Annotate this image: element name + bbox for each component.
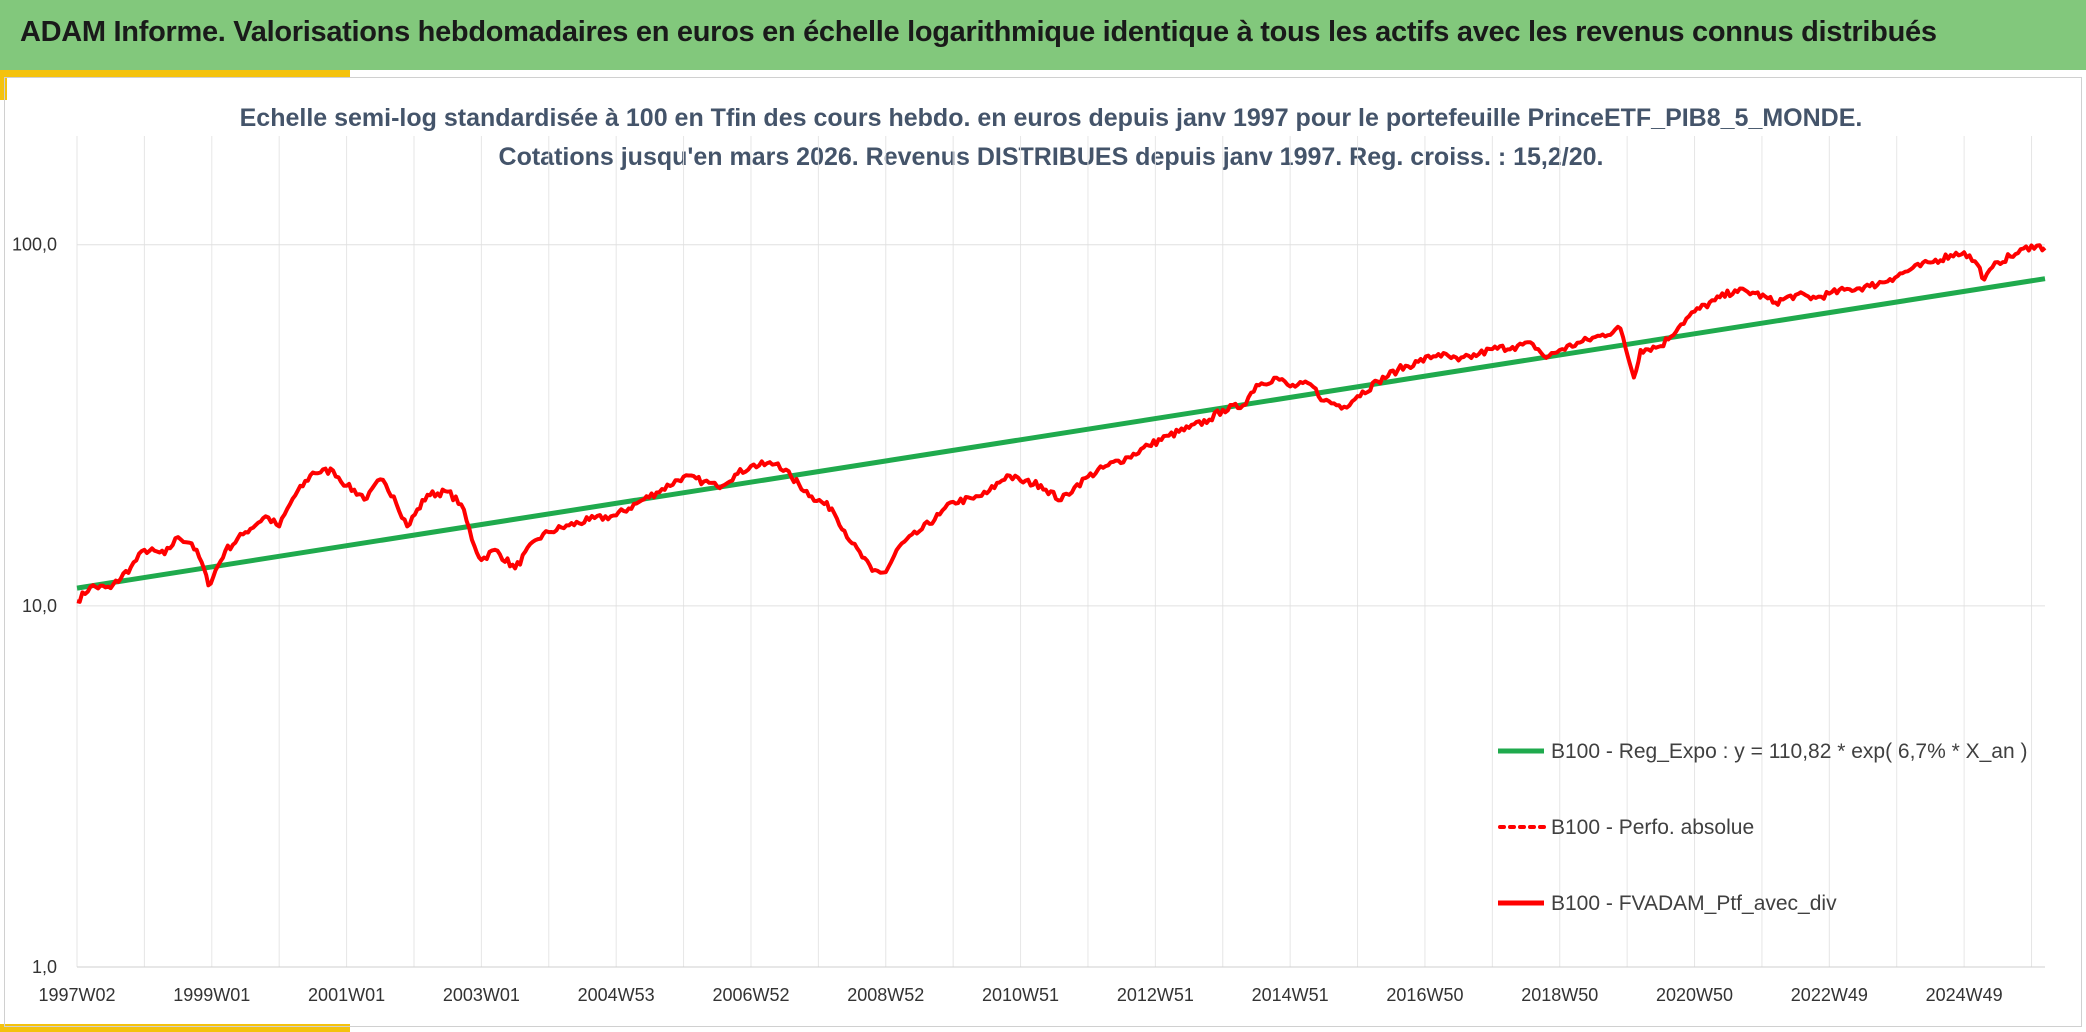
x-tick-label: 2001W01 [308,985,385,1005]
x-tick-label: 2024W49 [1926,985,2003,1005]
accent-bar-left [0,70,7,100]
x-tick-label: 2010W51 [982,985,1059,1005]
y-tick-label: 1,0 [32,957,57,977]
x-tick-label: 2008W52 [847,985,924,1005]
x-tick-label: 1999W01 [173,985,250,1005]
accent-bar-bottom [0,1024,350,1032]
chart-title-line-1: Echelle semi-log standardisée à 100 en T… [240,104,1863,132]
x-tick-label: 2018W50 [1521,985,1598,1005]
header-bar: ADAM Informe. Valorisations hebdomadaire… [0,0,2086,70]
series-line-regression [76,276,2046,591]
x-axis-ticks: 1997W02 1999W01 2001W01 2003W01 2004W53 2006W… [38,985,2002,1005]
x-tick-label: 2006W52 [712,985,789,1005]
x-tick-label: 2012W51 [1117,985,1194,1005]
legend-label: B100 - Perfo. absolue [1551,816,1754,839]
x-tick-label: 2014W51 [1252,985,1329,1005]
legend-label: B100 - Reg_Expo : y = 110,82 * exp( 6,7%… [1551,740,2028,763]
plot-series [76,243,2047,604]
legend-label: B100 - FVADAM_Ptf_avec_div [1551,892,1837,915]
x-tick-label: 2022W49 [1791,985,1868,1005]
x-tick-label: 2004W53 [578,985,655,1005]
series-line-portfolio [76,243,2047,604]
legend: B100 - Reg_Expo : y = 110,82 * exp( 6,7%… [1498,740,2028,915]
chart-frame [4,77,2082,1027]
y-tick-label: 100,0 [12,235,57,255]
chart-title-line-2: Cotations jusqu'en mars 2026. Revenus DI… [499,143,1604,171]
vertical-grid [76,136,2033,967]
x-tick-label: 1997W02 [38,985,115,1005]
page-title: ADAM Informe. Valorisations hebdomadaire… [20,16,1937,48]
x-tick-label: 2016W50 [1386,985,1463,1005]
y-axis-ticks: 1,0 10,0 100,0 [12,235,57,977]
horizontal-grid [77,244,2045,968]
y-tick-label: 10,0 [22,596,57,616]
x-tick-label: 2020W50 [1656,985,1733,1005]
x-tick-label: 2003W01 [443,985,520,1005]
accent-bar-top [0,70,350,77]
